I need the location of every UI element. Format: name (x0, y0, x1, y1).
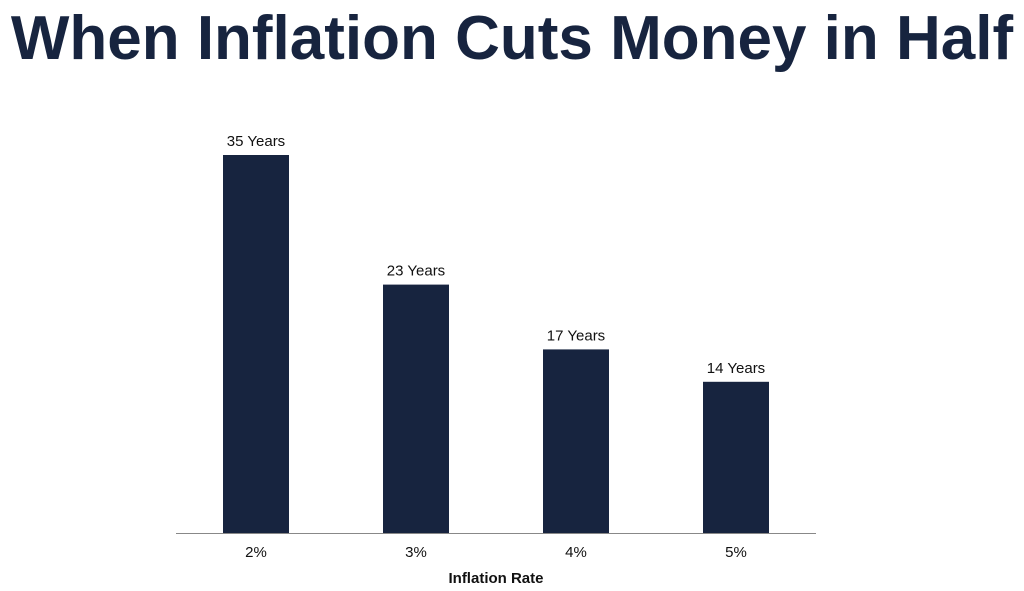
x-tick-labels-group: 2% 3% 4% 5% (245, 544, 747, 561)
x-axis-title: Inflation Rate (448, 570, 543, 587)
bar-3pct (383, 284, 449, 533)
data-label-4pct: 17 Years (547, 327, 605, 344)
bar-5pct (703, 381, 769, 533)
chart-title: When Inflation Cuts Money in Half (10, 4, 1014, 73)
data-labels-group: 35 Years 23 Years 17 Years 14 Years (227, 133, 765, 377)
x-tick-label-5pct: 5% (725, 544, 747, 561)
data-label-3pct: 23 Years (387, 263, 445, 280)
bar-2pct (223, 155, 289, 533)
bar-4pct (543, 349, 609, 533)
x-tick-label-3pct: 3% (405, 544, 427, 561)
bars-group (223, 155, 769, 533)
data-label-5pct: 14 Years (707, 360, 765, 377)
x-tick-label-2pct: 2% (245, 544, 267, 561)
data-label-2pct: 35 Years (227, 133, 285, 150)
x-tick-label-4pct: 4% (565, 544, 587, 561)
